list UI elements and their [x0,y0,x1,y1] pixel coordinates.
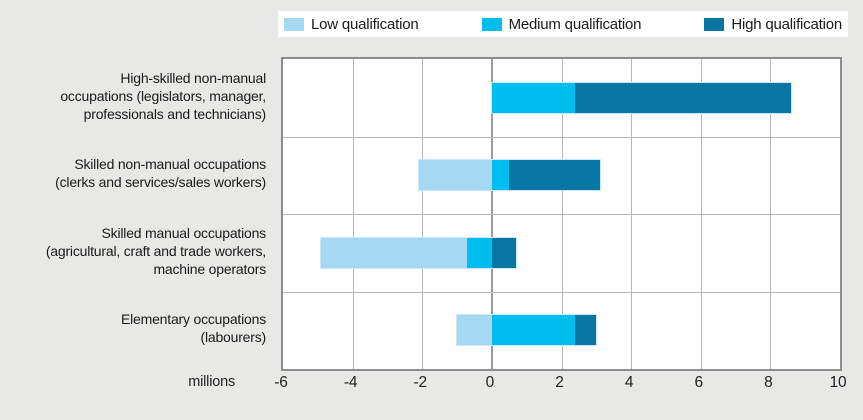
bar-row-3 [320,236,518,269]
bar-segment-low-qualification [457,315,492,346]
gridline-horizontal [283,136,840,138]
bar-segment-medium-qualification [491,82,576,113]
legend-label-low: Low qualification [311,15,419,33]
legend-item-high: High qualification [704,16,842,33]
bar-segment-low-qualification [418,160,492,191]
x-tick-label: -4 [343,374,358,391]
x-tick-label: 6 [694,374,704,391]
category-label-line: Skilled non-manual occupations [74,156,266,173]
category-label-line: High-skilled non-manual [120,69,266,86]
axis-unit-label: millions [188,374,235,390]
bar-segment-medium-qualification [491,160,510,191]
low-qualification-swatch-icon [284,17,304,31]
category-label: High-skilled non-manual occupations (legi… [0,57,274,135]
x-tick-label: 2 [555,374,564,391]
bar-segment-high-qualification [491,237,517,268]
bar-row-2 [417,159,601,192]
category-label: Elementary occupations (labourers) [0,290,274,368]
gridline-horizontal [283,291,840,293]
legend-item-medium: Medium qualification [481,15,642,33]
bar-row-4 [456,314,598,347]
category-label-line: Skilled manual occupations [101,224,267,241]
plot-area [281,57,842,371]
gridline-horizontal [283,214,840,215]
category-label-line: (agricultural, craft and trade workers, [45,242,266,259]
category-label-line: Elementary occupations [120,311,266,328]
bar-segment-high-qualification [575,82,792,113]
high-qualification-swatch-icon [704,17,725,31]
legend-item-low: Low qualification [284,16,419,33]
bar-segment-medium-qualification [467,237,492,268]
bar-segment-high-qualification [509,160,600,191]
category-label: Skilled non-manual occupations (clerks an… [0,135,274,213]
category-label-line: (labourers) [200,329,267,346]
x-tick-label: 8 [764,374,773,391]
bar-segment-high-qualification [575,315,597,346]
category-label-line: professionals and technicians) [83,105,267,122]
category-label: Skilled manual occupations (agricultural,… [0,212,274,290]
bar-segment-low-qualification [321,237,468,268]
legend-label-medium: Medium qualification [508,15,642,33]
chart-legend: Low qualification Medium qualification H… [278,11,848,37]
x-tick-label: -2 [413,374,428,391]
x-tick-label: 0 [485,374,495,391]
x-tick-label: 10 [829,374,847,391]
x-tick-label: 4 [624,374,634,391]
category-labels: High-skilled non-manual occupations (legi… [0,57,274,367]
x-axis: millions -6 -4 -2 0 2 4 6 8 10 [0,374,863,398]
medium-qualification-swatch-icon [481,17,502,31]
bar-row-1 [490,81,793,114]
x-tick-label: -6 [274,374,288,391]
legend-label-high: High qualification [731,15,842,33]
category-label-line: (clerks and services/sales workers) [55,174,266,191]
category-label-line: machine operators [153,260,266,277]
bar-segment-medium-qualification [491,315,576,346]
category-label-line: occupations (legislators, manager, [60,87,266,104]
